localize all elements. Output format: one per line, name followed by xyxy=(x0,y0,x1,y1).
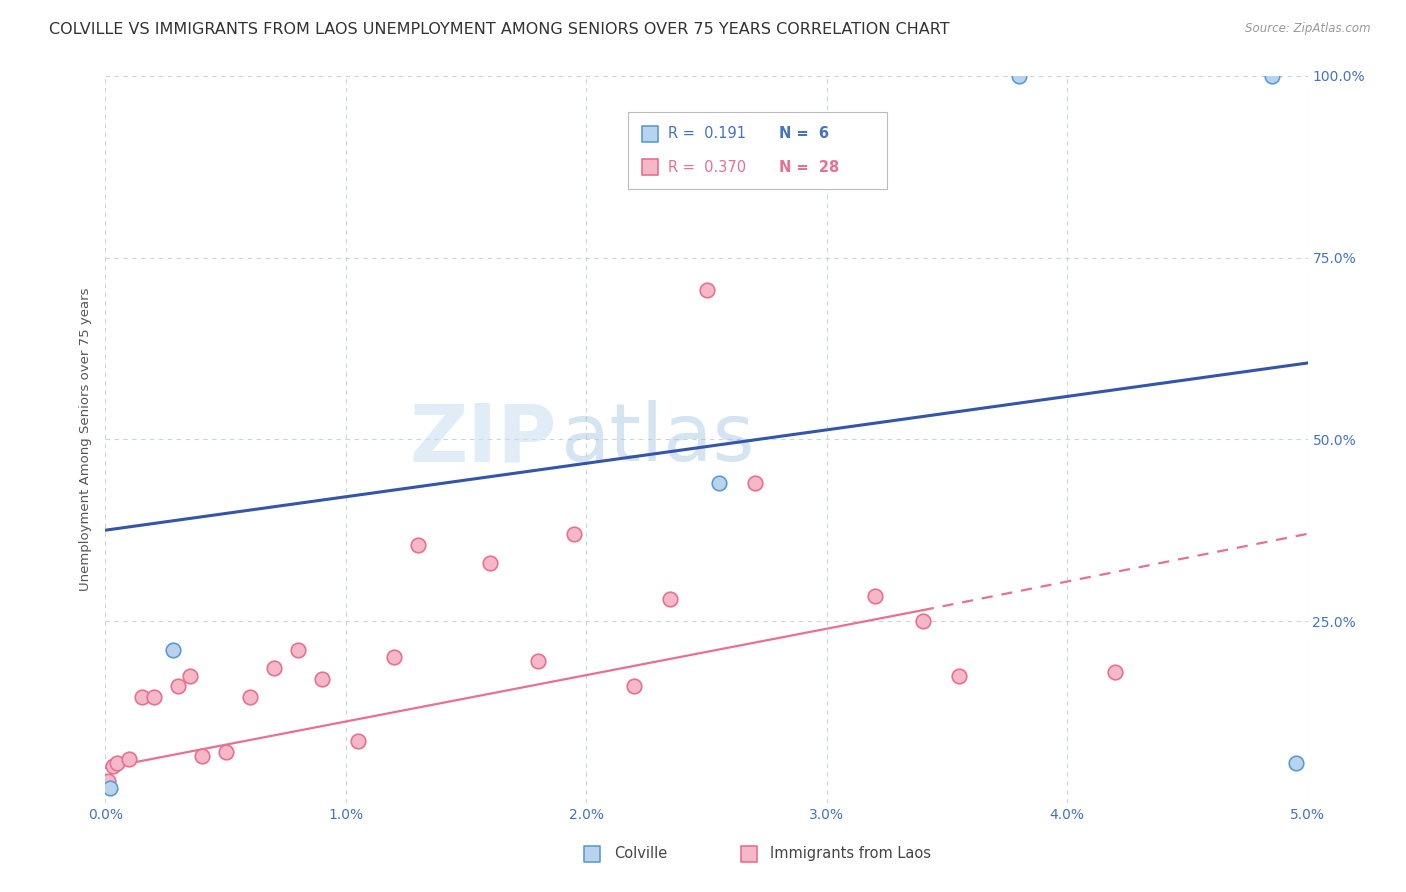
Text: N =  6: N = 6 xyxy=(779,126,828,141)
Point xyxy=(696,283,718,297)
Point xyxy=(162,643,184,657)
Text: COLVILLE VS IMMIGRANTS FROM LAOS UNEMPLOYMENT AMONG SENIORS OVER 75 YEARS CORREL: COLVILLE VS IMMIGRANTS FROM LAOS UNEMPLO… xyxy=(49,22,950,37)
Point xyxy=(382,650,405,665)
Point xyxy=(214,745,236,759)
Point xyxy=(166,680,188,694)
Point xyxy=(623,680,645,694)
Point xyxy=(239,690,262,705)
Text: R =  0.370: R = 0.370 xyxy=(668,160,747,175)
Text: Colville: Colville xyxy=(614,847,668,861)
Point xyxy=(1260,69,1282,83)
Point xyxy=(107,756,129,770)
Point xyxy=(863,589,886,603)
Point xyxy=(190,748,212,763)
Point xyxy=(142,690,165,705)
Point xyxy=(948,668,970,682)
Y-axis label: Unemployment Among Seniors over 75 years: Unemployment Among Seniors over 75 years xyxy=(79,287,93,591)
Point xyxy=(1104,665,1126,679)
Point xyxy=(131,690,153,705)
Point xyxy=(101,759,124,773)
Point xyxy=(744,475,766,490)
Point xyxy=(1284,756,1306,770)
Point xyxy=(911,614,934,628)
Point xyxy=(659,592,682,607)
Point xyxy=(562,526,585,541)
Point xyxy=(707,475,730,490)
Point xyxy=(347,734,370,748)
FancyBboxPatch shape xyxy=(628,112,887,188)
Text: ZIP: ZIP xyxy=(409,401,557,478)
Text: N =  28: N = 28 xyxy=(779,160,839,175)
Point xyxy=(479,556,502,570)
Point xyxy=(527,654,550,668)
Text: Immigrants from Laos: Immigrants from Laos xyxy=(770,847,931,861)
Point xyxy=(311,672,333,686)
Point xyxy=(406,538,429,552)
Point xyxy=(263,661,285,675)
Point xyxy=(98,781,121,796)
Text: Source: ZipAtlas.com: Source: ZipAtlas.com xyxy=(1246,22,1371,36)
Point xyxy=(97,774,120,789)
Text: R =  0.191: R = 0.191 xyxy=(668,126,747,141)
Point xyxy=(287,643,309,657)
Point xyxy=(1008,69,1031,83)
Text: atlas: atlas xyxy=(560,401,754,478)
Point xyxy=(118,752,141,766)
Point xyxy=(179,668,201,682)
